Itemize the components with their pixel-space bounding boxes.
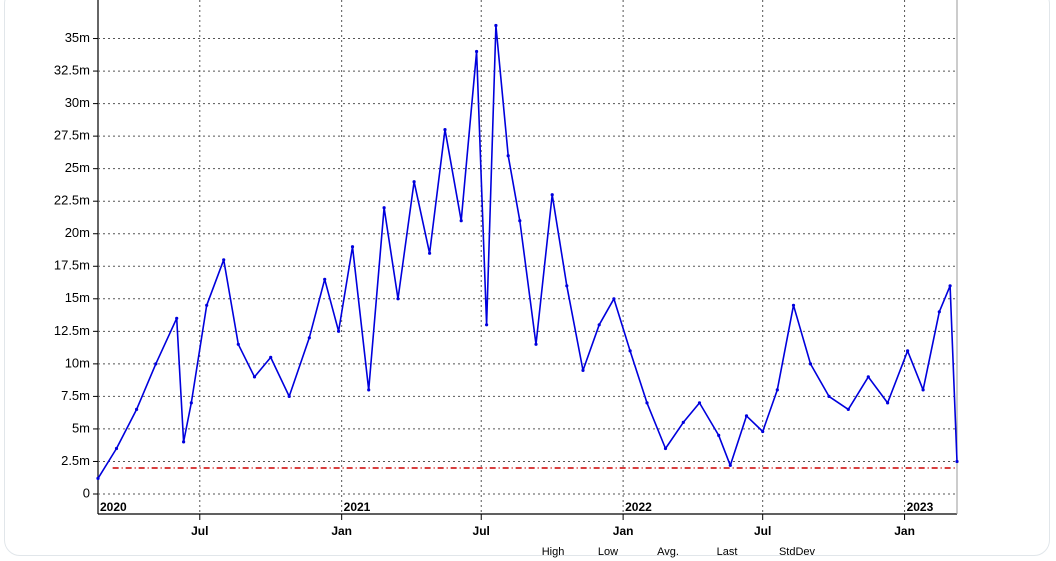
stats-label: Avg. xyxy=(657,546,679,558)
series-point xyxy=(717,433,721,437)
series-point xyxy=(475,49,479,54)
series-point xyxy=(337,329,341,333)
x-tick-label: Jul xyxy=(754,524,771,538)
series-point xyxy=(350,245,355,249)
series-point xyxy=(459,219,463,223)
y-tick-label: 7.5m xyxy=(61,388,90,403)
series-point xyxy=(506,154,510,158)
series-line xyxy=(97,24,958,479)
series-point xyxy=(182,440,186,444)
series-point xyxy=(494,23,498,28)
series-point xyxy=(645,401,649,405)
series-point xyxy=(565,284,569,288)
series-point xyxy=(367,388,371,392)
y-tick-label: 32.5m xyxy=(54,63,90,78)
y-tick-label: 25m xyxy=(65,160,90,175)
y-tick-label: 5m xyxy=(72,420,90,435)
series-point xyxy=(135,407,139,411)
stats-label: Last xyxy=(717,546,738,558)
series-point xyxy=(612,297,616,301)
y-tick-label: 2.5m xyxy=(61,453,90,468)
series-point xyxy=(866,375,870,379)
series-point xyxy=(728,463,732,467)
y-tick-label: 20m xyxy=(65,225,90,240)
series-point xyxy=(597,323,601,327)
series-point xyxy=(114,446,119,451)
series-point xyxy=(428,251,432,255)
y-tick-label: 22.5m xyxy=(54,193,90,208)
x-tick-label: Jan xyxy=(331,524,352,538)
series-point xyxy=(252,375,257,379)
series-point xyxy=(886,401,890,405)
x-year-label: 2021 xyxy=(344,500,371,514)
series-point xyxy=(846,407,850,411)
series-point xyxy=(323,277,327,281)
series-point xyxy=(581,368,585,372)
series-point xyxy=(906,349,910,353)
series-point xyxy=(396,297,400,301)
series-point xyxy=(744,414,749,418)
series-point xyxy=(761,429,765,434)
series-point xyxy=(189,401,193,405)
series-point xyxy=(307,336,311,340)
series-point xyxy=(921,388,925,392)
series-point xyxy=(382,206,386,210)
y-tick-label: 27.5m xyxy=(54,128,90,143)
series-point xyxy=(955,459,959,464)
series-point xyxy=(937,310,941,314)
series-point xyxy=(443,128,447,132)
series-point xyxy=(287,394,291,398)
series-point xyxy=(412,180,416,184)
series-point xyxy=(628,349,632,353)
x-year-label: 2022 xyxy=(625,500,652,514)
x-tick-label: Jan xyxy=(894,524,915,538)
series-point xyxy=(222,258,226,262)
y-tick-label: 35m xyxy=(65,30,90,45)
series-point xyxy=(827,394,831,398)
series-point xyxy=(550,193,554,197)
y-tick-label: 10m xyxy=(65,355,90,370)
series-point xyxy=(175,316,179,320)
series-point xyxy=(808,362,813,366)
series-point xyxy=(518,219,522,223)
x-year-label: 2023 xyxy=(907,500,934,514)
y-tick-label: 30m xyxy=(65,95,90,110)
series-point xyxy=(96,476,100,480)
series-point xyxy=(681,420,685,424)
stats-label: Low xyxy=(598,546,618,558)
series-point xyxy=(791,303,796,307)
x-tick-label: Jul xyxy=(473,524,490,538)
series-point xyxy=(663,446,668,451)
series-point xyxy=(236,342,240,346)
stats-label: High xyxy=(542,546,565,558)
series-point xyxy=(948,284,952,288)
y-tick-label: 12.5m xyxy=(54,323,90,338)
series-point xyxy=(269,355,273,359)
series-point xyxy=(775,388,779,392)
series-point xyxy=(485,323,489,327)
y-tick-label: 0 xyxy=(83,485,90,500)
y-tick-label: 15m xyxy=(65,290,90,305)
series-point xyxy=(534,342,538,346)
stats-label: StdDev xyxy=(779,546,816,558)
x-tick-label: Jul xyxy=(191,524,208,538)
series-point xyxy=(205,303,209,307)
series-point xyxy=(154,362,158,366)
x-tick-label: Jan xyxy=(613,524,634,538)
x-year-label: 2020 xyxy=(100,500,127,514)
y-tick-label: 17.5m xyxy=(54,258,90,273)
series-point xyxy=(697,401,702,405)
